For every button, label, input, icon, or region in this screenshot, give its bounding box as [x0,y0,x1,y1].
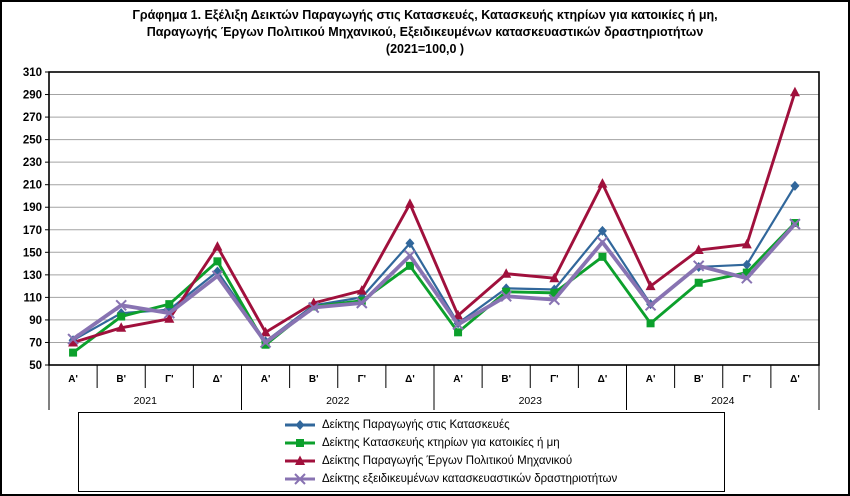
gridlines [49,94,819,343]
legend-marker-square-icon [285,439,315,447]
legend-item: Δείκτης Κατασκευής κτηρίων για κατοικίες… [79,434,724,452]
svg-text:Α': Α' [453,374,463,385]
svg-text:Γ': Γ' [550,374,558,385]
legend-item: Δείκτης Παραγωγής Έργων Πολιτικού Μηχανι… [79,452,724,470]
svg-text:Α': Α' [261,374,271,385]
series-x [67,218,801,349]
svg-text:230: 230 [23,157,42,169]
legend-marker-diamond-icon [285,420,315,430]
chart-title-line3: (2021=100,0 ) [385,42,465,56]
svg-text:250: 250 [23,135,42,147]
chart-title: Γράφημα 1. Εξέλιξη Δεικτών Παραγωγής στι… [2,7,848,58]
svg-text:310: 310 [23,67,42,79]
chart-title-line2: Παραγωγής Έργων Πολιτικού Μηχανικού, Εξε… [146,25,704,39]
legend-label: Δείκτης εξειδικευμένων κατασκευαστικών δ… [322,473,618,485]
svg-text:2022: 2022 [326,395,350,407]
svg-text:Β': Β' [309,374,319,385]
svg-text:Δ': Δ' [213,374,223,385]
svg-text:130: 130 [23,270,42,282]
svg-text:2021: 2021 [134,395,158,407]
legend-label: Δείκτης Παραγωγής στις Κατασκευές [322,419,510,431]
plot-border [48,71,820,366]
svg-text:110: 110 [23,292,42,304]
legend-marker-x-icon [285,473,315,485]
svg-text:2024: 2024 [711,395,735,407]
series-diamond [68,180,800,347]
svg-text:70: 70 [29,337,42,349]
chart-title-line1: Γράφημα 1. Εξέλιξη Δεικτών Παραγωγής στι… [132,8,718,22]
svg-text:170: 170 [23,225,42,237]
svg-text:Γ': Γ' [743,374,751,385]
svg-text:Γ': Γ' [358,374,366,385]
svg-text:150: 150 [23,247,42,259]
svg-text:190: 190 [23,202,42,214]
legend-label: Δείκτης Παραγωγής Έργων Πολιτικού Μηχανι… [322,455,573,467]
svg-text:Γ': Γ' [165,374,173,385]
svg-text:Β': Β' [694,374,704,385]
chart-legend: Δείκτης Παραγωγής στις Κατασκευές Δείκτης… [78,412,725,492]
svg-text:Δ': Δ' [598,374,608,385]
svg-text:Α': Α' [646,374,656,385]
legend-marker-triangle-icon [285,455,315,465]
series-triangle [68,86,800,347]
legend-label: Δείκτης Κατασκευής κτηρίων για κατοικίες… [322,437,560,449]
svg-text:Β': Β' [501,374,511,385]
svg-text:Δ': Δ' [790,374,800,385]
x-axis-labels: Α' Β' Γ' Δ' Α' Β' Γ' Δ' Α' Β' Γ' Δ' Α' Β' Γ' Δ' 2021 2022… [48,365,820,410]
y-axis-labels: 50 70 90 110 130 150 170 190 210 230 250 270 290 310 [23,67,49,372]
svg-text:270: 270 [23,112,42,124]
svg-text:Β': Β' [116,374,126,385]
legend-item: Δείκτης εξειδικευμένων κατασκευαστικών δ… [79,470,724,488]
svg-text:2023: 2023 [519,395,543,407]
svg-text:290: 290 [23,90,42,102]
svg-text:90: 90 [29,315,42,327]
svg-text:Α': Α' [68,374,78,385]
svg-text:Δ': Δ' [405,374,415,385]
svg-text:50: 50 [29,360,42,372]
svg-text:210: 210 [23,180,42,192]
legend-item: Δείκτης Παραγωγής στις Κατασκευές [79,416,724,434]
